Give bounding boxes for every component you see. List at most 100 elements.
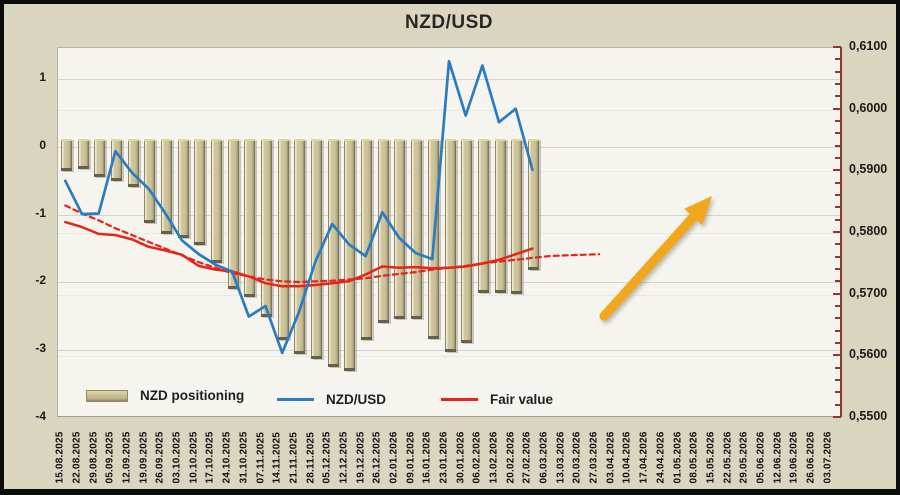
positioning-bar [244,139,256,298]
legend-label: NZD positioning [140,388,245,403]
right-axis-tick [833,354,841,357]
right-axis-tick [835,391,841,394]
x-axis-date-label: 12.06.2026 [772,431,784,484]
right-axis-tick-label: 0,6000 [849,100,888,115]
x-axis-date-label: 24.10.2025 [221,431,233,484]
right-axis-tick [835,255,841,258]
right-axis-tick [835,305,841,307]
right-axis-tick [833,292,841,295]
x-axis-date-label: 14.11.2025 [271,432,283,484]
right-axis-tick [835,329,841,332]
x-axis-date-label: 27.03.2026 [588,431,600,484]
x-axis-date-label: 10.04.2026 [621,431,633,484]
positioning-bar [60,139,72,171]
positioning-bar [160,139,172,234]
right-axis-tick [835,194,841,196]
x-axis-date-label: 10.10.2025 [188,431,200,484]
right-axis-tick [833,46,841,48]
x-axis-date-label: 20.03.2026 [571,431,583,484]
plot-area [57,47,841,417]
gridline-minor [58,356,840,358]
x-axis-date-label: 19.12.2025 [355,431,367,484]
x-axis-date-label: 29.05.2026 [738,431,750,484]
right-axis-tick [835,132,841,135]
positioning-bar [294,139,306,354]
left-axis-tick-label: -3 [35,341,46,356]
right-axis-tick [833,231,841,233]
x-axis-date-label: 22.05.2026 [722,431,734,484]
positioning-bar [377,139,389,324]
x-axis-date-label: 03.10.2025 [171,431,183,484]
legend-item-fairvalue: Fair value [441,392,553,407]
right-axis-tick [835,317,841,320]
x-axis-date-label: 15.08.2025 [54,431,66,484]
left-axis-tick-label: -2 [35,273,46,288]
chart-title: NZD/USD [405,12,493,33]
positioning-bar [227,139,239,290]
right-axis-tick [835,206,841,209]
positioning-bar [444,139,456,352]
right-axis-tick [835,218,841,221]
right-axis-tick [835,366,841,369]
positioning-bar [361,139,373,341]
line-swatch-icon [277,398,314,401]
right-axis-tick-label: 0,5600 [849,347,888,362]
x-axis-date-label: 09.01.2026 [405,431,417,484]
right-axis-tick [835,120,841,122]
x-axis-date-label: 06.02.2026 [471,431,483,484]
positioning-bar [177,139,189,239]
positioning-bar [427,139,439,339]
positioning-bar [144,139,156,224]
positioning-bar [261,139,272,317]
x-axis-date-label: 13.02.2026 [488,431,500,484]
right-axis-tick [835,144,841,147]
x-axis-date-label: 03.04.2026 [605,431,617,484]
x-axis-date-label: 05.06.2026 [755,431,767,484]
positioning-bar [461,139,473,344]
line-swatch-icon [441,398,478,401]
x-axis-date-label: 26.12.2025 [371,431,383,484]
x-axis-date-label: 31.10.2025 [238,431,250,484]
x-axis-date-label: 20.02.2026 [505,431,517,484]
x-axis-date-label: 29.08.2025 [88,431,100,484]
x-axis-date-label: 27.02.2026 [521,431,533,484]
x-axis-date-label: 15.05.2026 [705,431,717,484]
x-axis-date-label: 17.04.2026 [638,431,650,484]
legend-item-positioning: NZD positioning [86,388,244,403]
right-axis-tick [835,58,841,61]
x-axis-date-label: 02.01.2026 [388,431,400,484]
right-axis-tick-label: 0,5500 [849,409,888,423]
positioning-bar [77,139,89,170]
positioning-bar [511,139,523,294]
x-axis-date-label: 05.12.2025 [321,431,333,484]
right-axis-tick [835,280,841,283]
x-axis-date-label: 19.09.2025 [138,431,150,484]
right-axis-tick-label: 0,5700 [849,285,888,300]
bar-swatch-icon [86,389,128,402]
left-axis-tick-label: -1 [35,205,46,220]
positioning-bar [277,139,289,341]
legend-label: NZD/USD [326,392,386,407]
right-axis-tick [833,107,841,110]
positioning-bar [411,139,423,319]
x-axis-date-label: 01.05.2026 [672,431,684,484]
right-axis-tick [835,70,841,73]
left-axis-tick-label: -4 [35,409,46,423]
left-axis-tick-label: 1 [39,69,46,84]
x-axis-date-label: 05.09.2025 [104,431,116,484]
positioning-bar [477,139,489,293]
right-axis-tick [835,379,841,381]
right-axis-tick [835,243,841,246]
x-axis-date-label: 23.01.2026 [438,431,450,484]
right-axis-tick [835,403,841,406]
x-axis-date-label: 22.08.2025 [71,431,83,484]
x-axis-date-label: 13.03.2026 [555,431,567,484]
right-axis-tick [835,95,841,98]
right-axis-tick [835,157,841,159]
positioning-bar [527,139,539,270]
positioning-bar [127,139,139,188]
right-axis-tick [835,83,841,85]
right-axis-tick [833,169,841,172]
right-axis-line [840,47,842,417]
